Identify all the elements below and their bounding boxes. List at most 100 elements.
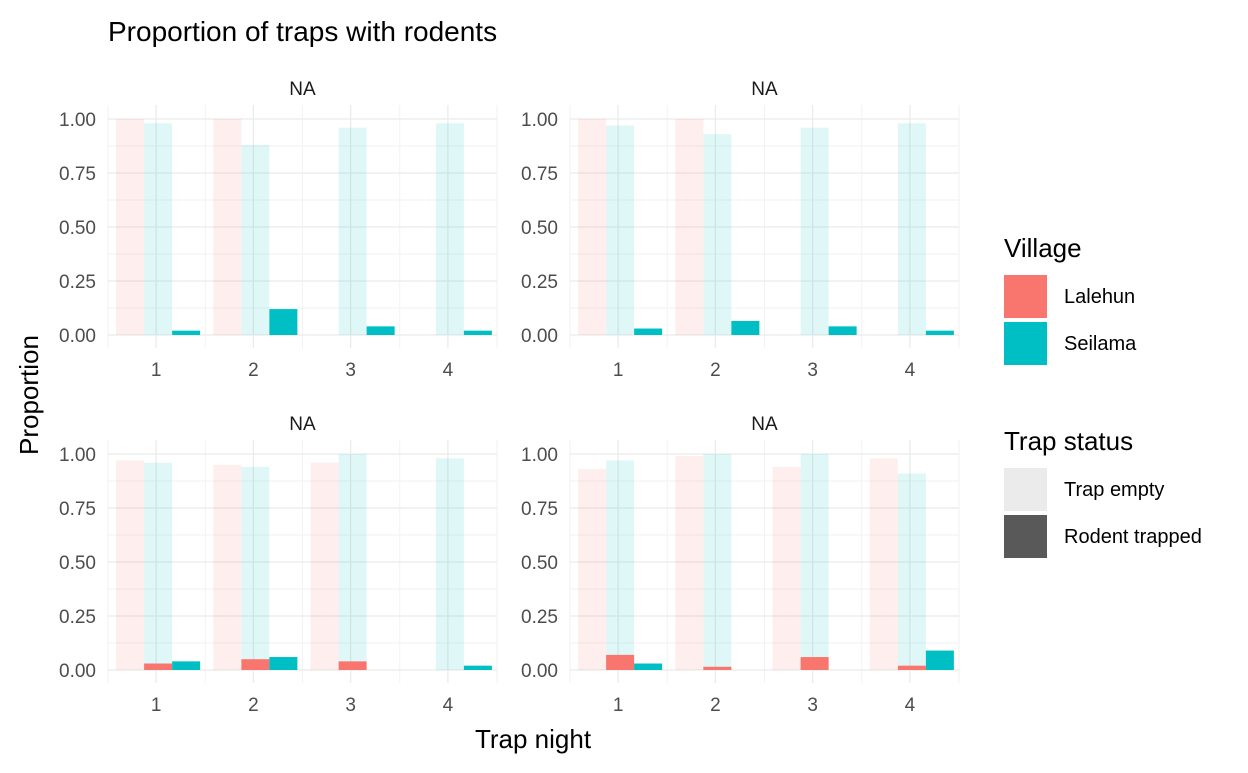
legend-group: Village Lalehun Seilama bbox=[1004, 233, 1137, 365]
bar-rodent-trapped bbox=[925, 650, 954, 670]
bar-trap-empty bbox=[310, 462, 339, 670]
x-tick-label: 1 bbox=[613, 360, 624, 381]
y-tick-label: 0.00 bbox=[59, 661, 96, 682]
bar-trap-empty bbox=[213, 464, 242, 670]
legend-title: Trap status bbox=[1004, 426, 1133, 456]
bar-rodent-trapped bbox=[731, 320, 760, 335]
facet-title: NA bbox=[751, 79, 778, 100]
bar-trap-empty bbox=[800, 454, 829, 670]
bar-rodent-trapped bbox=[634, 328, 663, 335]
y-tick-label: 0.75 bbox=[521, 164, 558, 185]
x-tick-label: 4 bbox=[443, 695, 454, 716]
y-tick-label: 0.25 bbox=[59, 607, 96, 628]
bar-rodent-trapped bbox=[897, 665, 926, 670]
y-tick-label: 0.50 bbox=[59, 553, 96, 574]
y-tick-label: 0.50 bbox=[521, 218, 558, 239]
facet-panel: 0.00 0.25 0.50 0.75 1.00 1 2 3 4 NA bbox=[59, 414, 498, 716]
bar-trap-empty bbox=[675, 456, 704, 670]
bar-rodent-trapped bbox=[703, 666, 732, 670]
legend-title: Village bbox=[1004, 233, 1082, 263]
x-tick-label: 2 bbox=[710, 695, 721, 716]
x-tick-label: 4 bbox=[905, 360, 916, 381]
legend-key bbox=[1004, 322, 1047, 365]
bar-trap-empty bbox=[144, 123, 173, 335]
bar-trap-empty bbox=[578, 119, 607, 335]
y-tick-label: 0.25 bbox=[521, 272, 558, 293]
x-tick-label: 1 bbox=[151, 360, 162, 381]
bar-trap-empty bbox=[213, 119, 242, 335]
x-tick-label: 1 bbox=[151, 695, 162, 716]
bar-rodent-trapped bbox=[366, 326, 395, 335]
bar-rodent-trapped bbox=[463, 330, 492, 335]
x-tick-label: 2 bbox=[248, 360, 259, 381]
x-axis-label: Trap night bbox=[475, 724, 592, 754]
x-tick-label: 2 bbox=[248, 695, 259, 716]
x-tick-label: 3 bbox=[345, 360, 356, 381]
y-tick-label: 0.00 bbox=[59, 326, 96, 347]
y-tick-label: 1.00 bbox=[59, 110, 96, 131]
x-tick-label: 1 bbox=[613, 695, 624, 716]
bar-trap-empty bbox=[606, 125, 635, 335]
y-tick-label: 0.75 bbox=[59, 164, 96, 185]
bar-trap-empty bbox=[338, 454, 367, 670]
x-tick-label: 3 bbox=[807, 695, 818, 716]
legend-key bbox=[1004, 468, 1047, 511]
bar-rodent-trapped bbox=[172, 330, 201, 335]
y-axis-label: Proportion bbox=[14, 335, 44, 455]
y-tick-label: 0.25 bbox=[59, 272, 96, 293]
bar-rodent-trapped bbox=[634, 663, 663, 670]
bar-trap-empty bbox=[675, 119, 704, 335]
bar-trap-empty bbox=[800, 127, 829, 335]
bar-trap-empty bbox=[703, 134, 732, 335]
bar-trap-empty bbox=[772, 466, 801, 670]
y-tick-label: 1.00 bbox=[521, 110, 558, 131]
legend: Village Lalehun Seilama Trap status Trap emp… bbox=[1004, 233, 1202, 558]
bar-trap-empty bbox=[116, 119, 145, 335]
legend-label: Lalehun bbox=[1064, 286, 1135, 308]
x-tick-label: 2 bbox=[710, 360, 721, 381]
facet-title: NA bbox=[751, 414, 778, 435]
legend-key bbox=[1004, 275, 1047, 318]
legend-label: Rodent trapped bbox=[1064, 526, 1202, 548]
facet-panel: 0.00 0.25 0.50 0.75 1.00 1 2 3 4 NA bbox=[521, 414, 960, 716]
bar-rodent-trapped bbox=[172, 661, 201, 670]
bar-rodent-trapped bbox=[144, 663, 173, 670]
bar-rodent-trapped bbox=[606, 654, 635, 670]
bar-rodent-trapped bbox=[338, 661, 367, 670]
bar-rodent-trapped bbox=[269, 309, 298, 335]
bar-trap-empty bbox=[116, 460, 145, 670]
x-tick-label: 3 bbox=[345, 695, 356, 716]
bar-rodent-trapped bbox=[463, 665, 492, 670]
bar-trap-empty bbox=[578, 469, 607, 670]
y-tick-label: 1.00 bbox=[521, 445, 558, 466]
x-tick-label: 3 bbox=[807, 360, 818, 381]
bar-trap-empty bbox=[435, 123, 464, 335]
bar-rodent-trapped bbox=[800, 657, 829, 670]
bar-trap-empty bbox=[869, 458, 898, 670]
y-tick-label: 0.50 bbox=[59, 218, 96, 239]
bar-trap-empty bbox=[144, 462, 173, 670]
legend-label: Seilama bbox=[1064, 333, 1137, 355]
bar-trap-empty bbox=[241, 144, 270, 335]
facet-title: NA bbox=[289, 79, 316, 100]
bar-trap-empty bbox=[703, 454, 732, 670]
chart-title: Proportion of traps with rodents bbox=[108, 16, 497, 47]
y-tick-label: 0.00 bbox=[521, 326, 558, 347]
bar-trap-empty bbox=[338, 127, 367, 335]
facet-title: NA bbox=[289, 414, 316, 435]
bar-rodent-trapped bbox=[925, 330, 954, 335]
bar-trap-empty bbox=[435, 458, 464, 670]
y-tick-label: 0.75 bbox=[521, 499, 558, 520]
bar-trap-empty bbox=[897, 123, 926, 335]
y-tick-label: 1.00 bbox=[59, 445, 96, 466]
y-tick-label: 0.75 bbox=[59, 499, 96, 520]
legend-label: Trap empty bbox=[1064, 479, 1164, 501]
bar-trap-empty bbox=[241, 466, 270, 670]
facet-panel: 0.00 0.25 0.50 0.75 1.00 1 2 3 4 NA bbox=[59, 79, 498, 381]
bar-trap-empty bbox=[897, 473, 926, 670]
bar-rodent-trapped bbox=[241, 659, 270, 670]
y-tick-label: 0.00 bbox=[521, 661, 558, 682]
facet-panels: 0.000.250.500.751.001 2 3 4NA0.000.250.500.… bbox=[59, 79, 960, 716]
